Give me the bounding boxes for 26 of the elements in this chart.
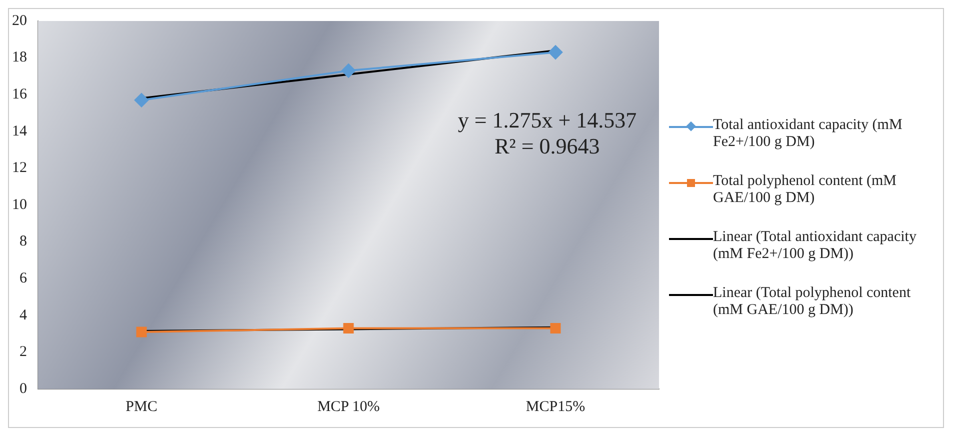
- y-tick-label: 16: [12, 86, 28, 103]
- y-tick-label: 0: [20, 380, 27, 397]
- y-tick-label: 10: [12, 196, 27, 213]
- y-tick-label: 6: [20, 270, 28, 287]
- legend-label: Linear (Total polyphenol content (mM GAE/100 g DM)): [713, 285, 912, 319]
- legend-label: Linear (Total antioxidant capacity (mM Fe2+/100 g DM)): [713, 229, 918, 263]
- legend-label: Total polyphenol content (mM GAE/100 g DM): [713, 173, 898, 207]
- point: [134, 93, 148, 108]
- point: [342, 64, 356, 78]
- x-tick-label: MCP15%: [526, 398, 586, 415]
- point: [550, 323, 561, 334]
- legend-label: Total antioxidant capacity (mM Fe2+/100 g DM): [713, 117, 904, 151]
- point: [136, 326, 147, 338]
- y-tick-label: 12: [12, 160, 27, 176]
- point: [343, 323, 354, 334]
- y-tick-label: 2: [20, 344, 27, 360]
- x-tick-label: MCP 10%: [317, 398, 380, 415]
- y-tick-label: 18: [12, 50, 27, 66]
- annotation: y = 1.275x + 14.537: [458, 108, 637, 133]
- y-tick-label: 8: [20, 234, 27, 250]
- x-tick-label: PMC: [126, 398, 158, 415]
- annotation: R² = 0.9643: [494, 134, 600, 159]
- y-tick-label: 4: [20, 307, 28, 324]
- point: [548, 45, 562, 60]
- y-tick-label: 20: [12, 12, 27, 29]
- y-tick-label: 14: [12, 123, 28, 140]
